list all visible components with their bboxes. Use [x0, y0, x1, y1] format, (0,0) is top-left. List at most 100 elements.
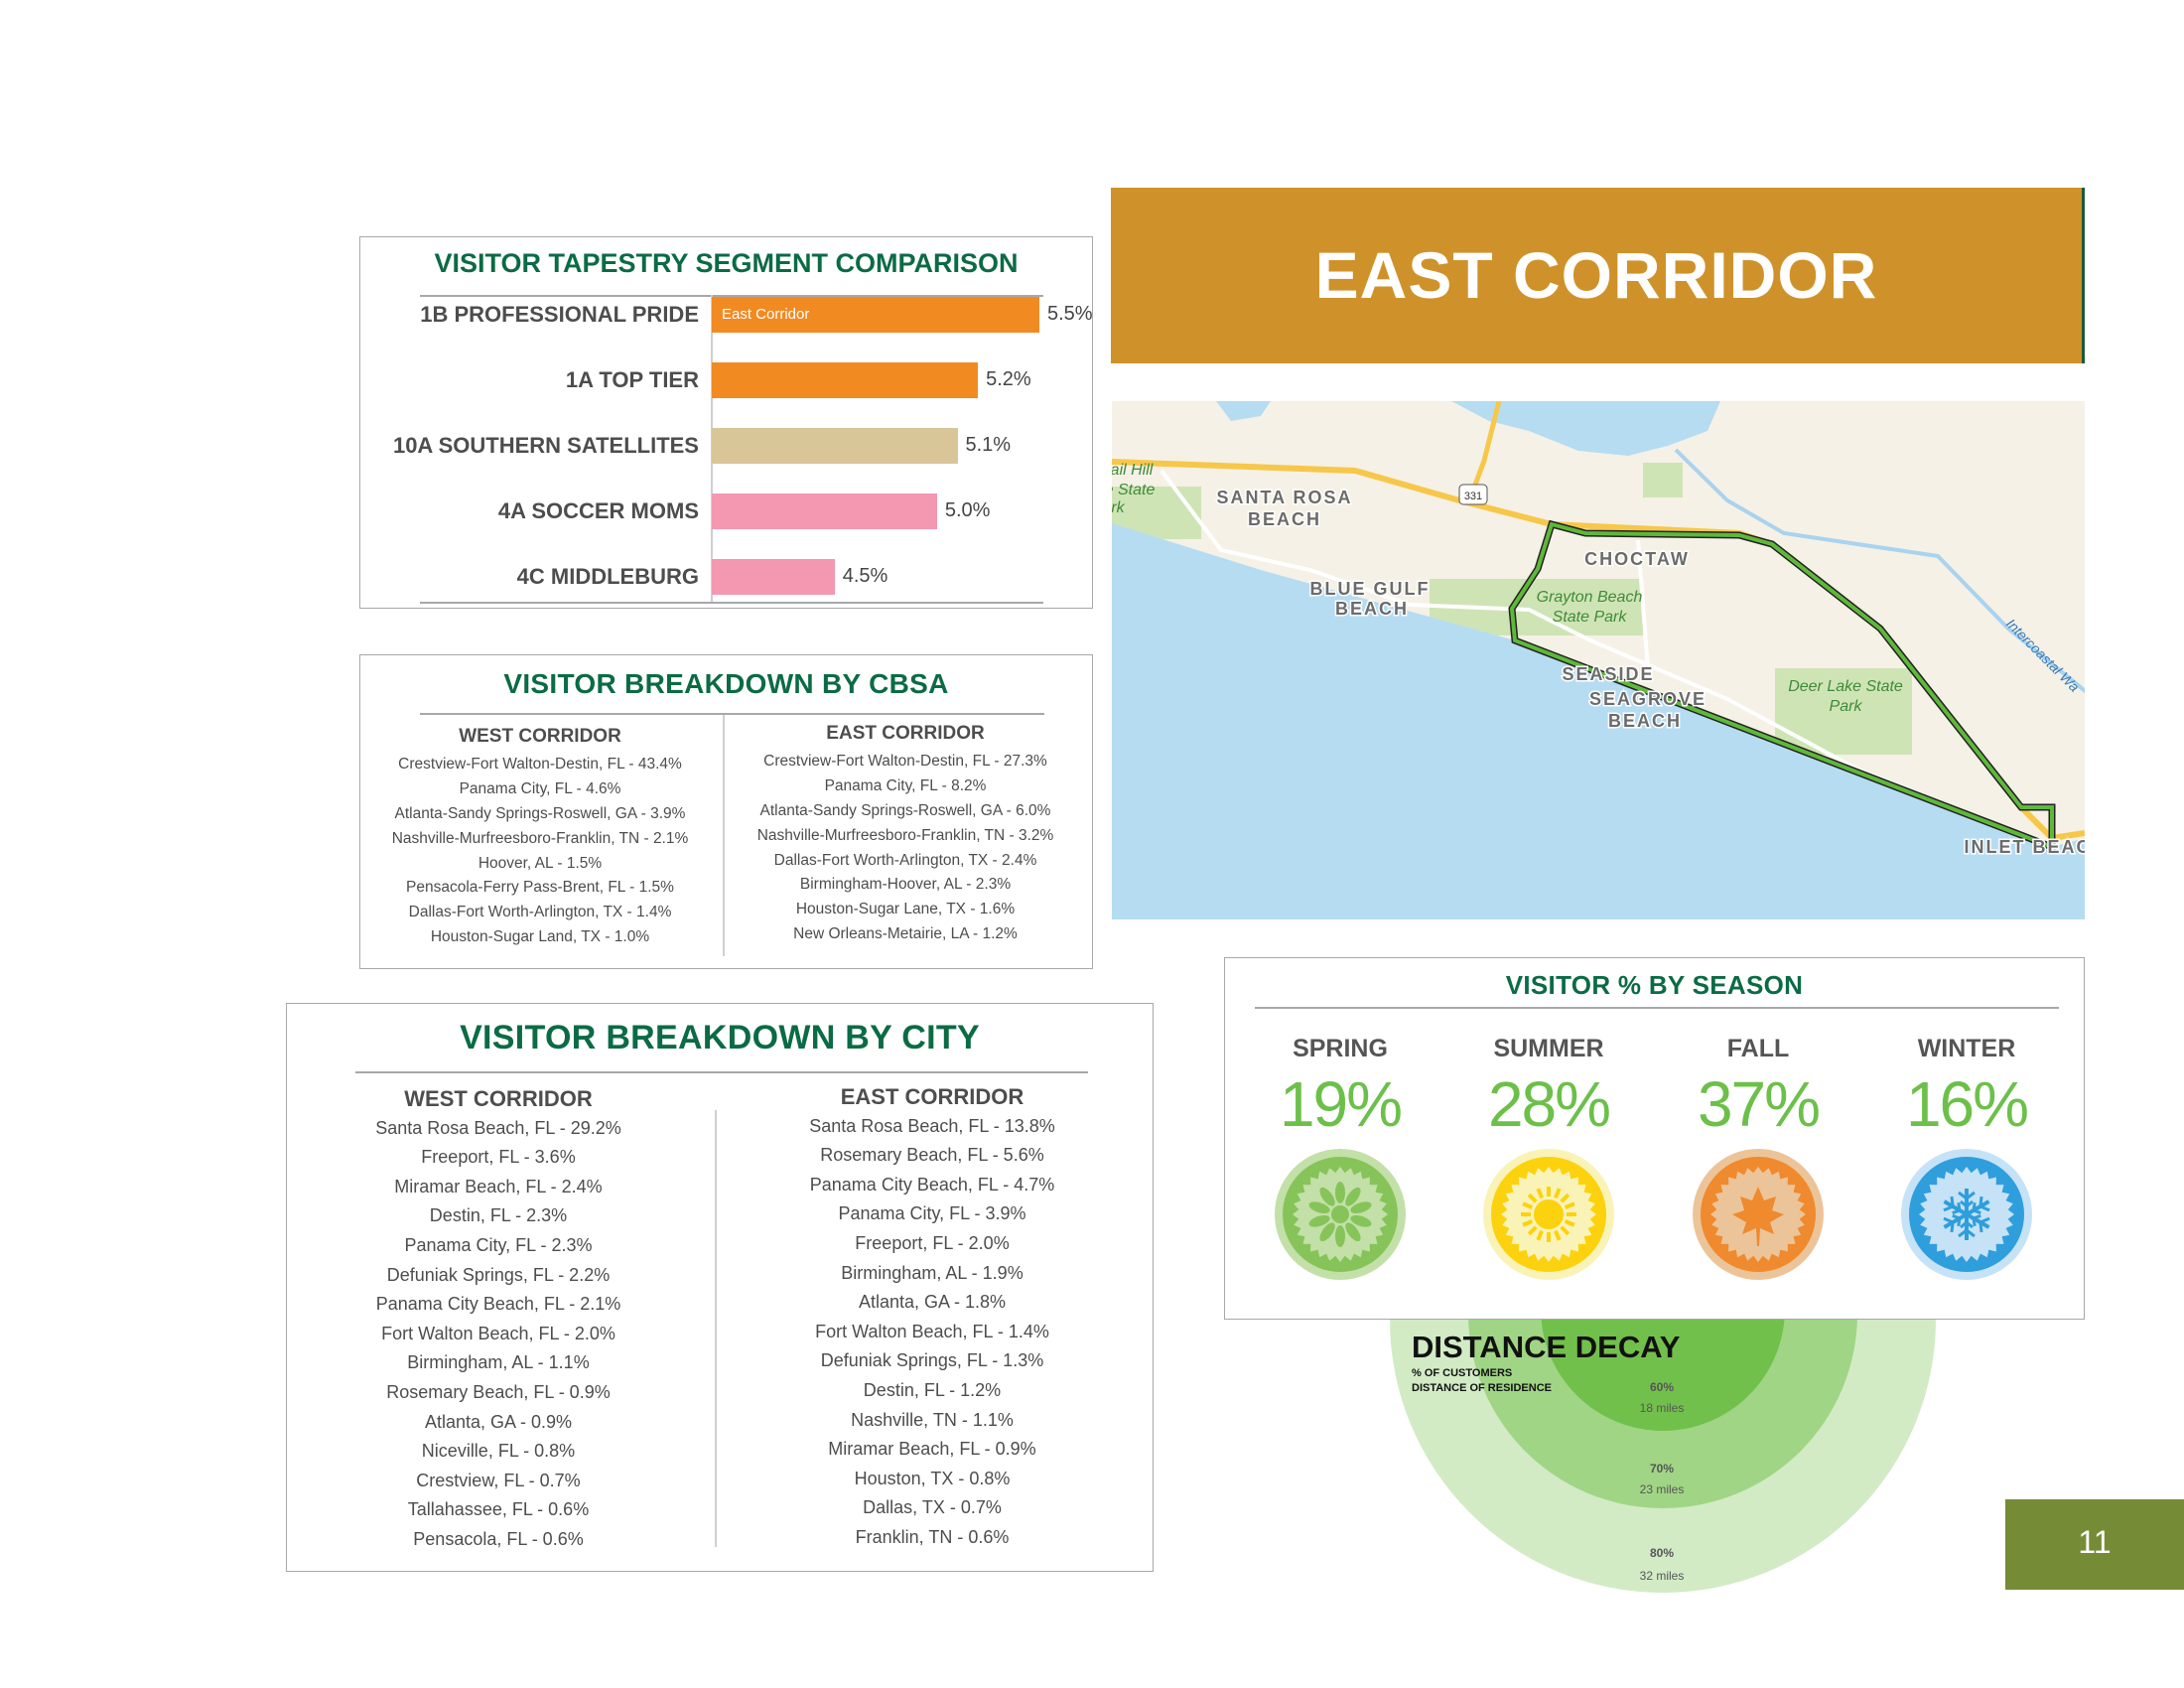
list-item: Tallahassee, FL - 0.6%: [407, 1499, 590, 1520]
season-divider: [1255, 1007, 2059, 1009]
list-item: Crestview-Fort Walton-Destin, FL - 43.4%: [398, 755, 682, 773]
season-winter: WINTER 16%: [1867, 1035, 2066, 1280]
list-item: Defuniak Springs, FL - 1.3%: [820, 1350, 1044, 1371]
park-north: [1643, 463, 1683, 497]
label-santa-rosa: SANTA ROSA: [1217, 488, 1353, 507]
ring-60-miles: 18 miles: [1639, 1401, 1685, 1415]
list-item: Birmingham, AL - 1.1%: [407, 1352, 590, 1373]
tapestry-divider: [420, 295, 1043, 297]
corridor-map[interactable]: 331 SANTA ROSA BEACH CHOCTAW BLUE GULF B…: [1112, 401, 2085, 919]
season-title: VISITOR % BY SEASON: [1505, 970, 1804, 1000]
intercoastal-waterway: [1674, 448, 2085, 694]
city-east-heading: EAST CORRIDOR: [840, 1084, 1024, 1109]
cbsa-column-divider: [723, 715, 725, 956]
list-item: Destin, FL - 1.2%: [863, 1379, 1002, 1400]
list-item: Panama City, FL - 2.3%: [404, 1234, 593, 1255]
label-blue-gulf-2: BEACH: [1335, 599, 1409, 619]
list-item: Rosemary Beach, FL - 5.6%: [820, 1145, 1044, 1166]
ring-70-pct: 70%: [1649, 1462, 1675, 1476]
flower-icon: [1275, 1149, 1406, 1280]
cbsa-panel: VISITOR BREAKDOWN BY CBSA: [359, 654, 1093, 969]
list-item: Franklin, TN - 0.6%: [855, 1526, 1010, 1547]
label-deer-lake: Deer Lake State: [1788, 678, 1903, 695]
list-item: Panama City, FL - 8.2%: [824, 776, 987, 794]
distance-subtitle-1: % OF CUSTOMERS: [1412, 1367, 1513, 1379]
season-name: SPRING: [1293, 1035, 1388, 1062]
cbsa-west-heading: WEST CORRIDOR: [459, 726, 621, 747]
city-column-divider: [715, 1110, 717, 1547]
bar: [712, 428, 958, 464]
city-divider: [355, 1071, 1088, 1073]
list-item: Atlanta, GA - 1.8%: [858, 1292, 1007, 1313]
city-east-column: EAST CORRIDOR Santa Rosa Beach, FL - 13.…: [809, 1082, 1054, 1553]
season-spring: SPRING 19%: [1241, 1035, 1439, 1280]
list-item: Atlanta-Sandy Springs-Roswell, GA - 3.9%: [394, 804, 686, 822]
cbsa-divider: [420, 713, 1044, 715]
list-item: Crestview-Fort Walton-Destin, FL - 27.3%: [763, 752, 1047, 770]
list-item: Nashville-Murfreesboro-Franklin, TN - 3.…: [756, 826, 1054, 844]
list-item: Miramar Beach, FL - 2.4%: [394, 1176, 603, 1196]
list-item: Crestview, FL - 0.7%: [416, 1470, 581, 1490]
list-item: Dallas-Fort Worth-Arlington, TX - 1.4%: [408, 904, 672, 921]
distance-title: DISTANCE DECAY: [1412, 1330, 1681, 1364]
cbsa-west-column: WEST CORRIDOR Crestview-Fort Walton-Dest…: [392, 725, 689, 950]
list-item: Niceville, FL - 0.8%: [421, 1441, 576, 1462]
list-item: Birmingham-Hoover, AL - 2.3%: [799, 876, 1012, 894]
route-331-shield: 331: [1458, 484, 1488, 505]
ring-60-pct: 60%: [1649, 1380, 1675, 1394]
cbsa-east-column: EAST CORRIDOR Crestview-Fort Walton-Dest…: [757, 722, 1054, 947]
bar-label: 4A SOCCER MOMS: [497, 498, 699, 523]
cbsa-west-list: Crestview-Fort Walton-Destin, FL - 43.4%…: [392, 753, 689, 950]
label-blue-gulf: BLUE GULF: [1310, 579, 1431, 599]
page-header-banner: EAST CORRIDOR: [1111, 188, 2085, 363]
label-seagrove: SEAGROVE: [1589, 689, 1706, 709]
city-title: VISITOR BREAKDOWN BY CITY: [460, 1019, 980, 1056]
list-item: Houston-Sugar Lane, TX - 1.6%: [795, 901, 1016, 918]
bar-label: 1A TOP TIER: [565, 367, 699, 392]
legend-label: East Corridor: [722, 306, 810, 323]
city-west-heading: WEST CORRIDOR: [404, 1086, 593, 1111]
season-fall: FALL 37%: [1659, 1035, 1857, 1280]
cbsa-east-heading: EAST CORRIDOR: [826, 723, 985, 744]
list-item: Dallas, TX - 0.7%: [863, 1497, 1002, 1518]
list-item: Atlanta, GA - 0.9%: [424, 1411, 573, 1432]
east-corridor-boundary-fill: [1509, 521, 2054, 850]
page-title: EAST CORRIDOR: [1314, 238, 1878, 312]
bar-value-label: 5.5%: [1047, 303, 1093, 325]
bar: [712, 362, 979, 398]
list-item: Hoover, AL - 1.5%: [478, 854, 603, 872]
list-item: Panama City, FL - 4.6%: [459, 779, 621, 797]
label-seaside: SEASIDE: [1562, 664, 1654, 684]
season-name: WINTER: [1917, 1035, 2016, 1062]
list-item: Santa Rosa Beach, FL - 13.8%: [809, 1115, 1055, 1136]
bar-value-label: 5.0%: [944, 499, 991, 521]
bar-label: 1B PROFESSIONAL PRIDE: [420, 302, 699, 327]
label-hill-3: rk: [1112, 499, 1126, 516]
label-deer-lake-2: Park: [1830, 698, 1863, 715]
season-percent: 28%: [1487, 1068, 1611, 1140]
list-item: New Orleans-Metairie, LA - 1.2%: [793, 925, 1018, 943]
tapestry-title: VISITOR TAPESTRY SEGMENT COMPARISON: [434, 248, 1019, 278]
gulf-water: [1112, 523, 2085, 919]
bar: East Corridor: [712, 297, 1039, 333]
list-item: Freeport, FL - 3.6%: [421, 1147, 576, 1168]
bar-label: 4C MIDDLEBURG: [516, 564, 699, 589]
list-item: Santa Rosa Beach, FL - 29.2%: [375, 1117, 621, 1138]
list-item: Dallas-Fort Worth-Arlington, TX - 2.4%: [773, 851, 1037, 869]
label-choctaw: CHOCTAW: [1584, 549, 1690, 569]
label-inlet-beach: INLET BEACH: [1965, 837, 2086, 857]
maple-leaf-icon: [1693, 1149, 1824, 1280]
ring-80-pct: 80%: [1649, 1546, 1675, 1560]
label-santa-rosa-2: BEACH: [1248, 509, 1321, 529]
list-item: Miramar Beach, FL - 0.9%: [828, 1439, 1036, 1460]
list-item: Destin, FL - 2.3%: [429, 1205, 568, 1226]
route-331-label: 331: [1464, 491, 1482, 502]
ring-70-miles: 23 miles: [1639, 1482, 1685, 1496]
city-east-list: Santa Rosa Beach, FL - 13.8% Rosemary Bea…: [809, 1112, 1054, 1553]
list-item: Pensacola, FL - 0.6%: [413, 1528, 584, 1549]
season-name: SUMMER: [1493, 1035, 1604, 1062]
top-left-water: [1216, 401, 1271, 421]
bar-value-label: 5.1%: [965, 434, 1012, 456]
distance-subtitle-2: DISTANCE OF RESIDENCE: [1412, 1382, 1552, 1394]
list-item: Birmingham, AL - 1.9%: [841, 1262, 1024, 1283]
